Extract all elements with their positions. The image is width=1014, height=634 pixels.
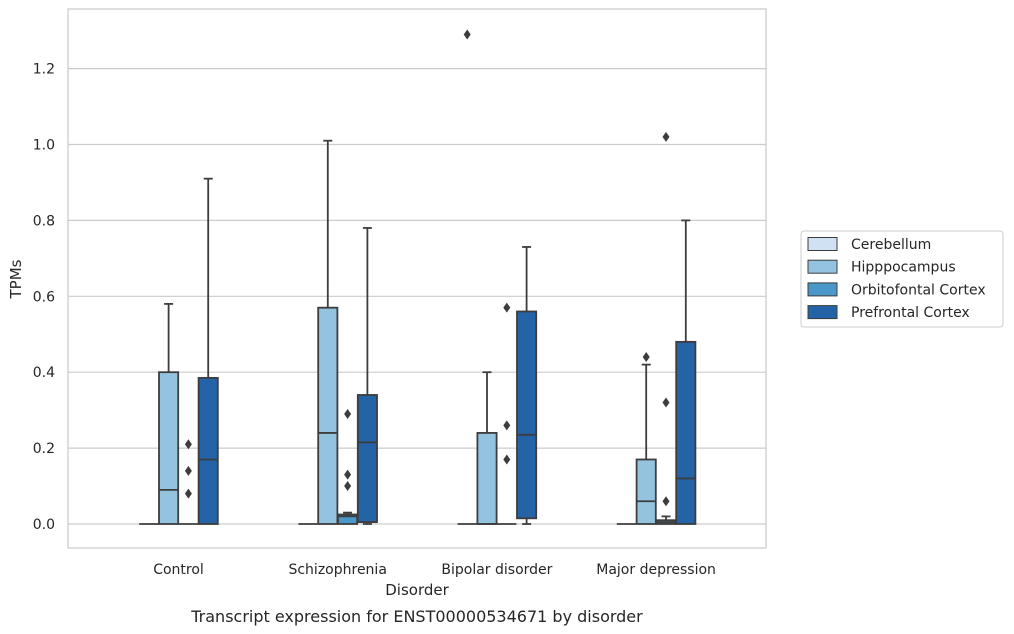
outlier-point [662, 131, 670, 142]
box [457, 29, 477, 525]
x-tick-label: Major depression [596, 562, 716, 578]
legend-label: Orbitofontal Cortex [851, 282, 986, 298]
gridlines [68, 67, 766, 525]
box-body [516, 310, 538, 520]
y-tick-label: 1.2 [33, 62, 55, 78]
outlier-point [503, 454, 511, 465]
category-group [616, 131, 697, 525]
outlier-point [463, 29, 471, 40]
legend-label: Hipppocampus [851, 260, 956, 276]
box-body [675, 340, 697, 525]
legend-label: Prefrontal Cortex [851, 305, 970, 321]
box [476, 371, 498, 525]
box [516, 246, 538, 525]
category-group [298, 139, 378, 525]
legend-swatch [807, 259, 838, 274]
x-tick-labels: Control Schizophrenia Bipolar disorder Majo… [153, 562, 716, 578]
outlier-point [184, 465, 192, 476]
box [178, 439, 198, 525]
x-tick-label: Bipolar disorder [441, 562, 552, 578]
chart-caption: Transcript expression for ENST0000053467… [190, 607, 643, 626]
legend-swatch [807, 305, 838, 320]
box [497, 302, 517, 525]
box [655, 131, 677, 525]
box [337, 408, 359, 525]
y-tick-labels: 0.0 0.2 0.4 0.6 0.8 1.0 1.2 [33, 62, 55, 533]
box [356, 227, 378, 525]
box-body [476, 432, 498, 525]
legend: Cerebellum Hipppocampus Orbitofontal Corte… [800, 230, 1004, 328]
category-group [139, 177, 219, 525]
y-tick-label: 1.0 [33, 138, 55, 154]
box [635, 352, 657, 525]
x-tick-label: Schizophrenia [288, 562, 386, 578]
x-axis-title: Disorder [385, 581, 449, 599]
box-body [317, 306, 339, 525]
outlier-point [344, 481, 352, 492]
legend-label: Cerebellum [851, 237, 931, 253]
box-body [158, 371, 180, 525]
outlier-point [503, 302, 511, 313]
y-tick-label: 0.4 [33, 365, 55, 381]
legend-swatch [807, 237, 838, 251]
outlier-point [662, 397, 670, 408]
box-body [197, 376, 219, 525]
outlier-point [184, 439, 192, 450]
x-tick-label: Control [153, 562, 204, 578]
box-groups [139, 29, 697, 525]
outlier-point [344, 469, 352, 480]
y-tick-label: 0.0 [33, 517, 55, 533]
outlier-point [503, 420, 511, 431]
y-axis-title: TPMs [7, 259, 25, 299]
plot-frame [67, 8, 767, 549]
y-tick-label: 0.2 [33, 441, 55, 457]
legend-swatch [807, 282, 838, 297]
box [317, 139, 339, 525]
box-body [356, 394, 378, 524]
box [675, 219, 697, 525]
box [158, 302, 180, 525]
box-body [635, 458, 657, 525]
outlier-point [344, 408, 352, 419]
outlier-point [184, 488, 192, 499]
y-tick-label: 0.6 [33, 289, 55, 305]
outlier-point [642, 352, 650, 363]
legend-frame [800, 230, 1004, 328]
outlier-point [662, 496, 670, 507]
category-group [457, 29, 538, 525]
y-tick-label: 0.8 [33, 213, 55, 229]
box [197, 177, 219, 525]
